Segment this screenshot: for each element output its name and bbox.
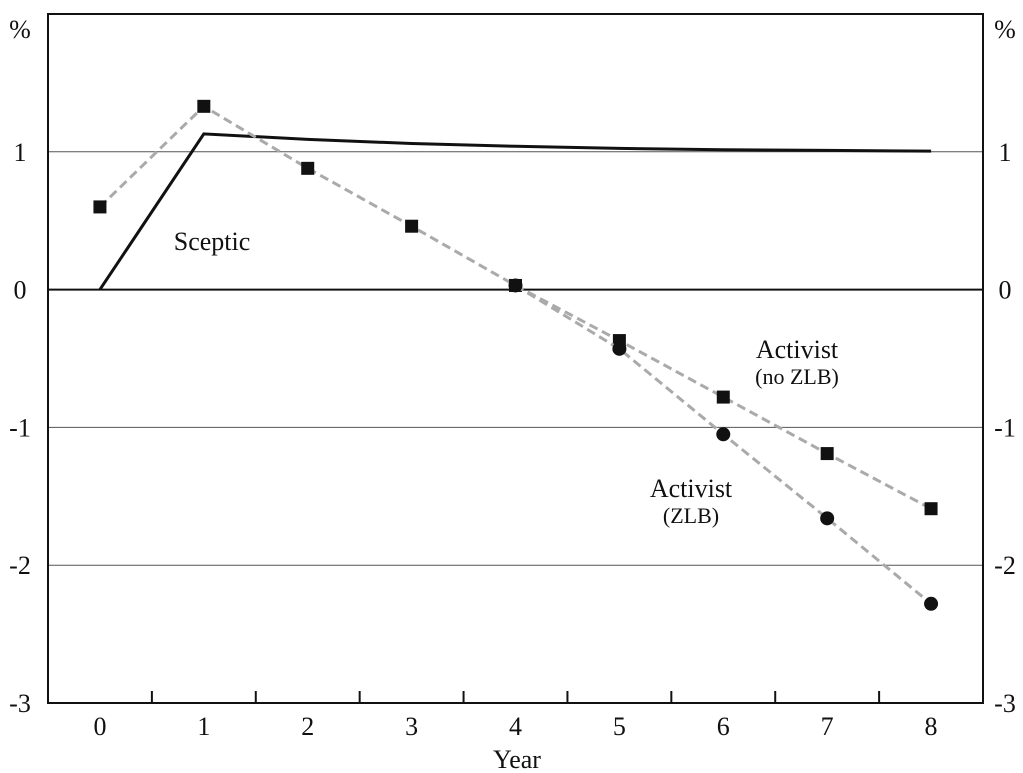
data-point-circle: [820, 511, 835, 526]
x-tick-label: 4: [509, 712, 522, 741]
annotation-activist-zlb-subtitle: (ZLB): [663, 503, 719, 528]
data-point-circle: [924, 596, 939, 611]
data-point-square: [924, 502, 938, 516]
x-tick-label: 1: [197, 712, 210, 741]
x-tick-label: 2: [301, 712, 314, 741]
data-point-square: [93, 200, 107, 214]
plot-frame: [47, 13, 984, 704]
y-tick-label-left: 1: [14, 138, 27, 167]
data-point-square: [405, 219, 419, 233]
data-point-circle: [612, 341, 627, 356]
annotation-activist-zlb-title: Activist: [650, 474, 733, 503]
series-layer: [93, 99, 939, 611]
x-axis-label: Year: [493, 745, 541, 773]
y-axis-unit-right: %: [994, 15, 1016, 44]
y-tick-label-left: 0: [14, 276, 27, 305]
y-tick-label-right: 0: [999, 276, 1012, 305]
x-tick-label: 5: [613, 712, 626, 741]
y-tick-label-right: 1: [999, 138, 1012, 167]
data-point-square: [301, 161, 315, 175]
data-point-square: [820, 447, 834, 461]
gridlines: [48, 151, 983, 566]
x-tick-label: 8: [925, 712, 938, 741]
series-line-0: [98, 132, 932, 291]
annotation-sceptic: Sceptic: [174, 227, 251, 256]
data-point-circle: [508, 278, 523, 293]
data-point-square: [716, 390, 730, 404]
annotation-activist-no-zlb-title: Activist: [756, 335, 839, 364]
y-tick-label-right: -1: [994, 413, 1016, 442]
series-line-1: [98, 104, 932, 511]
y-tick-label-right: -2: [994, 551, 1016, 580]
x-tick-label: 6: [717, 712, 730, 741]
y-tick-label-left: -1: [9, 413, 31, 442]
data-point-circle: [716, 427, 731, 442]
x-tick-label: 7: [821, 712, 834, 741]
data-point-square: [197, 99, 211, 113]
series-line-2: [514, 284, 933, 605]
axes: 0 1 2 3 4 5 6 7 8 -3 -3 -2 -2 -1 -1 0 0 1 1: [9, 13, 1016, 741]
y-tick-label-left: -3: [9, 689, 31, 718]
y-tick-label-right: -3: [994, 689, 1016, 718]
x-tick-label: 3: [405, 712, 418, 741]
x-tick-label: 0: [93, 712, 106, 741]
y-axis-unit-left: %: [9, 15, 31, 44]
annotation-activist-no-zlb-subtitle: (no ZLB): [755, 364, 839, 389]
y-tick-label-left: -2: [9, 551, 31, 580]
